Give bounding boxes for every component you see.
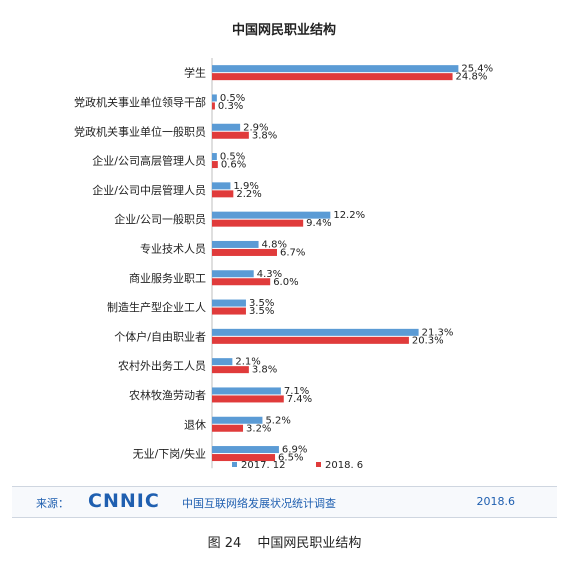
bar-2017-12 [212,240,259,248]
source-footer: 来源： CNNIC 中国互联网络发展状况统计调查 2018.6 [12,486,557,518]
data-label-2018-6: 3.8% [252,130,277,141]
data-label-2017-12: 4.3% [257,269,282,280]
bar-2017-12 [212,358,233,366]
category-label: 专业技术人员 [140,241,206,255]
category-label: 无业/下岗/失业 [133,448,206,461]
category-label: 企业/公司高层管理人员 [92,154,206,168]
data-label-2018-6: 0.6% [221,160,246,171]
bar-2017-12 [212,211,331,219]
bar-2018-6 [212,366,249,374]
category-label: 农林牧渔劳动者 [129,388,206,402]
legend-label-2018-6: 2018. 6 [325,460,363,471]
bar-2018-6 [212,219,304,227]
bar-2017-12 [212,153,217,161]
data-label-2018-6: 3.8% [252,365,277,376]
bar-2018-6 [212,454,276,462]
data-label-2017-12: 0.5% [220,93,245,104]
data-label-2018-6: 3.5% [249,306,274,317]
data-label-2017-12: 6.9% [282,445,307,456]
category-label: 学生 [184,66,206,80]
legend-marker-2018-6 [316,462,321,467]
data-label-2017-12: 1.9% [233,181,258,192]
bar-2018-6 [212,278,271,286]
data-label-2018-6: 6.7% [280,247,305,258]
bar-2017-12 [212,65,459,73]
bar-2017-12 [212,387,281,395]
bar-2018-6 [212,307,246,315]
data-label-2018-6: 9.4% [306,218,331,229]
bar-2018-6 [212,102,215,110]
bar-2018-6 [212,395,284,403]
figure-caption: 图 24 中国网民职业结构 [0,532,569,551]
data-label-2018-6: 20.3% [412,335,444,346]
data-label-2018-6: 7.4% [287,394,312,405]
bar-2017-12 [212,299,246,307]
data-label-2018-6: 2.2% [236,189,261,200]
bar-2018-6 [212,336,409,344]
data-label-2017-12: 4.8% [262,239,287,250]
legend-marker-2017-12 [232,462,237,467]
category-label: 党政机关事业单位领导干部 [74,95,206,109]
category-label: 商业服务业职工 [129,271,206,285]
data-label-2017-12: 2.9% [243,122,268,133]
data-label-2018-6: 6.5% [278,453,303,464]
data-label-2017-12: 12.2% [333,210,365,221]
data-label-2018-6: 0.3% [218,101,243,112]
source-organization: 中国互联网络发展状况统计调查 [182,497,336,510]
legend-label-2017-12: 2017. 12 [241,460,286,471]
chart-title: 中国网民职业结构 [232,22,336,38]
bar-2018-6 [212,248,277,256]
data-label-2017-12: 3.5% [249,298,274,309]
category-label: 个体户/自由职业者 [114,329,206,343]
data-label-2017-12: 0.5% [220,152,245,163]
category-label: 企业/公司一般职员 [114,212,206,226]
source-date: 2018.6 [476,495,516,508]
category-label: 退休 [184,418,206,431]
category-label: 企业/公司中层管理人员 [92,183,206,197]
bar-2017-12 [212,446,279,454]
figure-number: 图 24 [207,536,242,551]
bar-2017-12 [212,94,217,102]
cnnic-logo: CNNIC [88,490,160,512]
data-label-2017-12: 21.3% [422,327,454,338]
bar-2018-6 [212,190,234,198]
bar-2017-12 [212,270,254,278]
bar-2017-12 [212,182,231,190]
bar-2017-12 [212,123,241,131]
bar-2017-12 [212,328,419,336]
data-label-2018-6: 6.0% [273,277,298,288]
source-label: 来源： [36,497,69,510]
data-label-2017-12: 2.1% [235,357,260,368]
category-label: 制造生产型企业工人 [107,300,206,314]
bar-2018-6 [212,73,453,81]
data-label-2017-12: 5.2% [265,415,290,426]
bar-2018-6 [212,424,244,432]
data-label-2017-12: 7.1% [284,386,309,397]
category-label: 农村外出务工人员 [118,359,206,373]
data-label-2017-12: 25.4% [461,64,493,75]
data-label-2018-6: 3.2% [246,423,271,434]
data-label-2018-6: 24.8% [456,72,488,83]
bar-2018-6 [212,161,218,169]
figure-title: 中国网民职业结构 [257,536,362,551]
bar-2017-12 [212,416,263,424]
category-label: 党政机关事业单位一般职员 [74,124,206,138]
bar-2018-6 [212,131,249,139]
